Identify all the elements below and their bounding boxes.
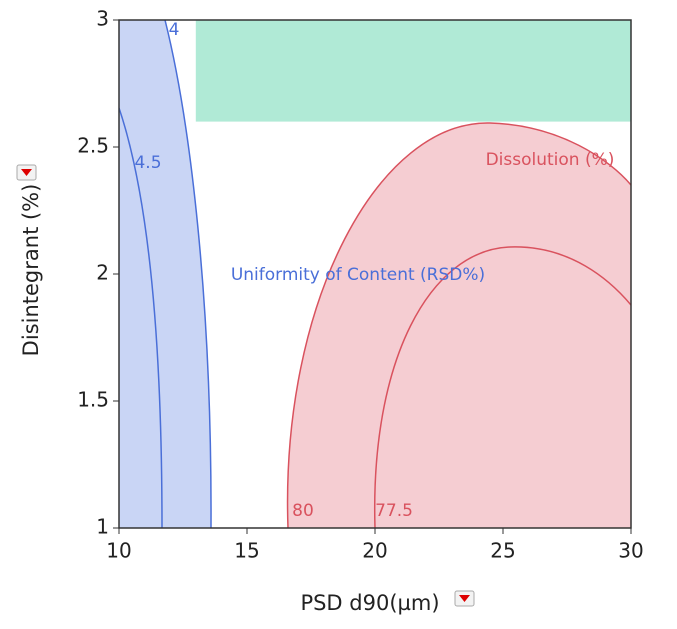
x-tick-label: 20 — [362, 539, 387, 563]
y-tick-label: 2.5 — [77, 134, 109, 158]
y-tick-label: 1 — [96, 515, 109, 539]
series-label: Dissolution (%) — [486, 150, 615, 170]
y-tick-label: 2 — [96, 261, 109, 285]
contour-label: 80 — [292, 501, 314, 521]
y-label-menu[interactable] — [16, 164, 37, 181]
contour-label: 4.5 — [134, 153, 161, 173]
x-axis-label: PSD d90(µm) — [300, 591, 439, 615]
x-tick-label: 25 — [490, 539, 515, 563]
x-label-menu[interactable] — [454, 590, 475, 607]
contour-line — [286, 122, 631, 528]
contour-line — [373, 246, 631, 528]
contour-label: 77.5 — [375, 501, 413, 521]
contour-line — [164, 20, 212, 528]
y-tick-label: 1.5 — [77, 388, 109, 412]
contour-label: 4 — [169, 20, 180, 40]
contour-fill — [287, 122, 631, 528]
plot-area — [119, 20, 631, 528]
x-tick-label: 15 — [234, 539, 259, 563]
x-tick-label: 30 — [618, 539, 643, 563]
x-tick-label: 10 — [106, 539, 131, 563]
y-axis-label: Disintegrant (%) — [19, 184, 43, 357]
y-tick-label: 3 — [96, 7, 109, 31]
sweet-spot — [195, 20, 631, 122]
contour-line — [119, 107, 163, 528]
series-label: Uniformity of Content (RSD%) — [231, 265, 485, 285]
